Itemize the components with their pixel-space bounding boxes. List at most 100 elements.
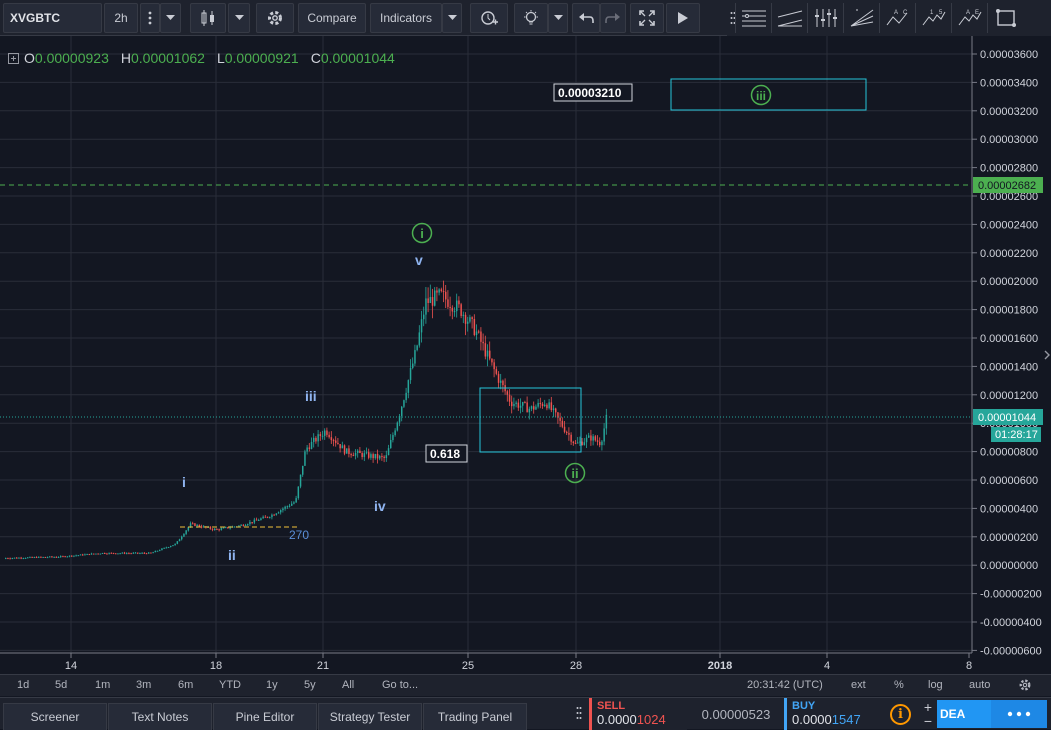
axis-settings-gear-icon[interactable] [1018, 678, 1032, 692]
price-tick-label: 0.00001800 [980, 305, 1038, 317]
candle-body [46, 557, 49, 559]
correction-zone-rectangle[interactable] [479, 387, 582, 453]
candle-body [495, 369, 498, 374]
chevron-down-icon[interactable] [228, 3, 250, 33]
gann-fan-icon[interactable] [843, 3, 879, 33]
candle-body [11, 558, 14, 560]
candle-body [44, 556, 47, 558]
candle-body [227, 527, 229, 529]
candle-body [84, 554, 86, 556]
undo-icon[interactable] [572, 3, 600, 33]
pitchfork-icon[interactable] [807, 3, 843, 33]
candle-body [258, 519, 260, 521]
chart-grid [0, 36, 972, 653]
candle-body [75, 555, 77, 557]
legend-collapse-icon[interactable] [8, 52, 19, 64]
wave-label-minor-iii[interactable]: iii [305, 388, 317, 404]
chevron-down-icon[interactable] [442, 3, 462, 33]
alert-clock-icon[interactable] [470, 3, 508, 33]
auto-toggle[interactable]: auto [969, 679, 991, 691]
time-axis[interactable]: 14 18 21 25 28 2018 4 8 [65, 653, 972, 672]
buy-button[interactable]: BUY 0.00001547 [784, 698, 882, 730]
candle-body [156, 550, 159, 552]
wave-label-minor-i[interactable]: i [182, 474, 186, 490]
chart-pane[interactable]: 0.00003600 0.00003400 0.00003200 0.00003000… [0, 36, 1051, 674]
candle-body [192, 523, 194, 525]
tab-screener[interactable]: Screener [3, 703, 107, 730]
go-to-date[interactable]: Go to... [382, 679, 419, 691]
wave-label-major-iii[interactable]: iii [756, 89, 766, 103]
candle-body [253, 519, 256, 523]
bar-countdown: 01:28:17 [995, 429, 1038, 441]
tab-trading-panel[interactable]: Trading Panel [423, 703, 527, 730]
green-line-price-badge [973, 177, 1043, 193]
settings-gear-icon[interactable] [256, 3, 294, 33]
tab-strategy-tester[interactable]: Strategy Tester [318, 703, 422, 730]
symbol-search-button[interactable]: XVGBTC [3, 3, 102, 33]
compare-button[interactable]: Compare [298, 3, 366, 33]
wave-label-major-ii[interactable]: ii [571, 466, 578, 481]
info-icon[interactable]: i [890, 704, 911, 725]
horizontal-lines-icon[interactable] [735, 3, 771, 33]
candle-body [176, 541, 179, 544]
rectangle-tool-icon[interactable] [987, 3, 1023, 33]
target-zone-rectangle[interactable] [670, 78, 867, 111]
range-5d[interactable]: 5d [55, 679, 68, 691]
range-5y[interactable]: 5y [304, 679, 316, 691]
candles-style-icon[interactable] [190, 3, 226, 33]
candle-body [326, 430, 328, 435]
more-options-icon[interactable] [991, 700, 1047, 728]
tab-pine-editor[interactable]: Pine Editor [213, 703, 317, 730]
candle-body [368, 452, 370, 458]
candle-body [183, 533, 185, 537]
range-all[interactable]: All [342, 679, 355, 691]
price-chart[interactable]: 0.00003600 0.00003400 0.00003200 0.00003000… [0, 36, 1051, 674]
wave-label-major-i[interactable]: i [420, 226, 424, 241]
candle-body [291, 503, 293, 506]
drag-handle-icon[interactable] [727, 3, 739, 33]
sell-label: SELL [597, 700, 626, 712]
candle-body [68, 555, 71, 557]
more-vertical-icon[interactable] [140, 3, 160, 33]
candle-body [60, 556, 62, 558]
indicators-button[interactable]: Indicators [370, 3, 442, 33]
wave-label-minor-v[interactable]: v [415, 252, 423, 268]
range-6m[interactable]: 6m [178, 679, 194, 691]
range-1m[interactable]: 1m [95, 679, 111, 691]
panel-expand-icon[interactable] [1044, 348, 1051, 362]
replay-play-icon[interactable] [666, 3, 700, 33]
log-toggle[interactable]: log [928, 679, 943, 691]
wave-label-minor-ii[interactable]: ii [228, 547, 236, 563]
redo-icon[interactable] [600, 3, 626, 33]
tab-text-notes[interactable]: Text Notes [108, 703, 212, 730]
percent-toggle[interactable]: % [894, 679, 904, 691]
broker-button[interactable]: DEA [937, 700, 991, 728]
wave-label-minor-iv[interactable]: iv [374, 498, 386, 514]
sell-button[interactable]: SELL 0.00001024 [589, 698, 687, 730]
candle-body [592, 436, 594, 441]
utc-clock[interactable]: 20:31:42 (UTC) [747, 679, 823, 691]
chevron-down-icon[interactable] [548, 3, 568, 33]
range-3m[interactable]: 3m [136, 679, 152, 691]
candle-body [196, 524, 198, 526]
range-1d[interactable]: 1d [17, 679, 30, 691]
interval-button[interactable]: 2h [104, 3, 138, 33]
drag-handle-icon[interactable] [576, 706, 582, 725]
ext-toggle[interactable]: ext [851, 679, 866, 691]
minus-icon[interactable]: − [923, 713, 933, 729]
lightbulb-icon[interactable] [514, 3, 548, 33]
range-ytd[interactable]: YTD [219, 679, 241, 691]
price-tick-label: 0.00001200 [980, 390, 1038, 402]
chevron-down-icon[interactable] [160, 3, 181, 33]
candle-body [555, 408, 557, 413]
trend-channel-icon[interactable] [771, 3, 807, 33]
candle-body [390, 440, 392, 449]
plus-icon[interactable]: + [923, 699, 933, 715]
candle-body [233, 526, 236, 528]
range-1y[interactable]: 1y [266, 679, 278, 691]
fullscreen-icon[interactable] [630, 3, 664, 33]
candle-body [535, 406, 537, 410]
